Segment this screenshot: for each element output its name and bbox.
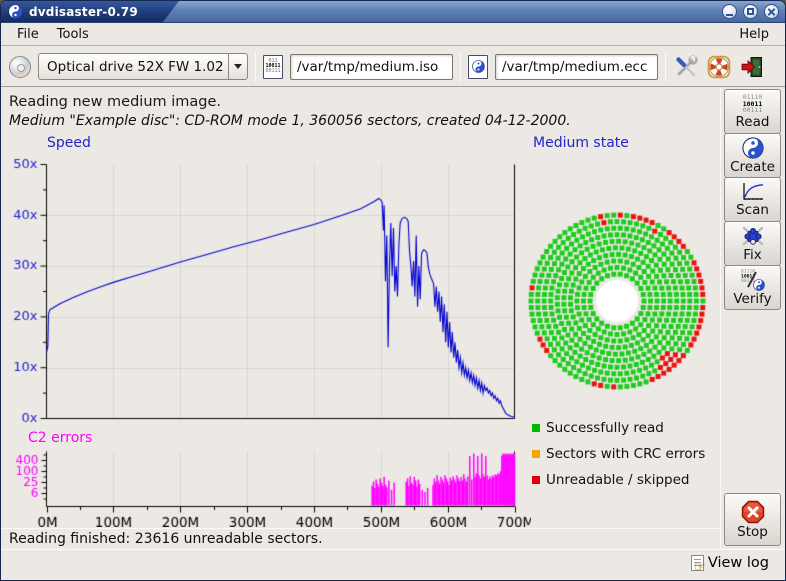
ecc-file-icon <box>468 54 488 79</box>
view-log-button[interactable]: ☞ View log <box>687 553 773 575</box>
scan-button[interactable]: Scan <box>724 177 781 222</box>
action-status: Reading new medium image. Medium "Exampl… <box>1 88 720 135</box>
speed-c2-chart <box>1 131 531 527</box>
medium-info: Medium "Example disc": CD-ROM mode 1, 36… <box>9 113 571 129</box>
medium-state-legend: Successfully read Sectors with CRC error… <box>532 415 705 493</box>
iso-file-icon: 011 10011 00111 <box>263 54 283 79</box>
lifebuoy-icon <box>707 55 731 78</box>
stop-button[interactable]: Stop <box>724 493 781 546</box>
puzzle-piece-icon <box>742 226 763 246</box>
drive-select-value: Optical drive 52X FW 1.02 <box>47 58 224 75</box>
legend-orange-swatch <box>532 450 540 458</box>
legend-item-unreadable: Unreadable / skipped <box>532 467 705 493</box>
binary-sectors-icon: 01110 10011 00111 <box>742 93 763 115</box>
exit-door-icon <box>741 56 762 77</box>
toolbar-separator <box>255 51 256 82</box>
reading-result-status: Reading finished: 23616 unreadable secto… <box>9 531 323 547</box>
read-button[interactable]: 01110 10011 00111 Read <box>724 89 781 134</box>
compare-icon: 01110 10011 00111 <box>741 269 765 291</box>
action-sidebar: 01110 10011 00111 Read Create Scan <box>724 89 781 310</box>
drive-select-arrow[interactable] <box>228 54 247 79</box>
medium-state-title: Medium state <box>533 135 629 151</box>
drive-select[interactable]: Optical drive 52X FW 1.02 <box>38 53 248 80</box>
fix-button[interactable]: Fix <box>724 221 781 266</box>
menubar: File Tools Help <box>1 23 785 46</box>
titlebar-tab: dvdisaster-0.79 <box>1 1 179 22</box>
help-button[interactable] <box>706 54 732 80</box>
toolbar: Optical drive 52X FW 1.02 011 10011 0011… <box>1 47 785 87</box>
pointing-hand-icon: ☞ <box>693 560 706 575</box>
medium-state-disc <box>525 203 715 399</box>
quit-button[interactable] <box>739 54 765 80</box>
status-separator <box>1 528 720 529</box>
verify-button[interactable]: 01110 10011 00111 Verify <box>724 265 781 310</box>
yinyang-icon <box>472 60 485 73</box>
close-button[interactable] <box>764 4 779 19</box>
toolbar-separator <box>460 51 461 82</box>
legend-green-swatch <box>532 424 540 432</box>
optical-drive-icon <box>9 55 31 78</box>
legend-item-success: Successfully read <box>532 415 705 441</box>
yinyang-icon <box>742 137 764 159</box>
footer-separator <box>1 549 785 550</box>
maximize-button[interactable] <box>743 4 758 19</box>
sidebar-separator <box>720 88 721 549</box>
window-title: dvdisaster-0.79 <box>29 4 138 19</box>
stop-sign-icon <box>741 500 764 524</box>
iso-path-input[interactable] <box>290 53 453 80</box>
menu-file[interactable]: File <box>17 26 39 42</box>
app-logo-yinyang-icon <box>8 4 23 19</box>
preferences-button[interactable] <box>673 54 699 80</box>
titlebar[interactable]: dvdisaster-0.79 <box>1 1 785 23</box>
legend-item-crc: Sectors with CRC errors <box>532 441 705 467</box>
menu-tools[interactable]: Tools <box>56 26 89 42</box>
maximize-icon <box>747 8 754 15</box>
log-document-icon: ☞ <box>690 555 706 575</box>
minimize-button[interactable] <box>722 4 737 19</box>
scan-curve-icon <box>742 183 763 200</box>
create-button[interactable]: Create <box>724 133 781 178</box>
toolbar-separator <box>665 51 666 82</box>
action-title: Reading new medium image. <box>9 94 222 110</box>
minimize-icon <box>726 14 733 16</box>
menu-help[interactable]: Help <box>739 26 769 42</box>
ecc-path-input[interactable] <box>495 53 658 80</box>
legend-red-swatch <box>532 476 540 484</box>
tools-wrench-icon <box>676 54 698 76</box>
chevron-down-icon <box>234 64 242 69</box>
